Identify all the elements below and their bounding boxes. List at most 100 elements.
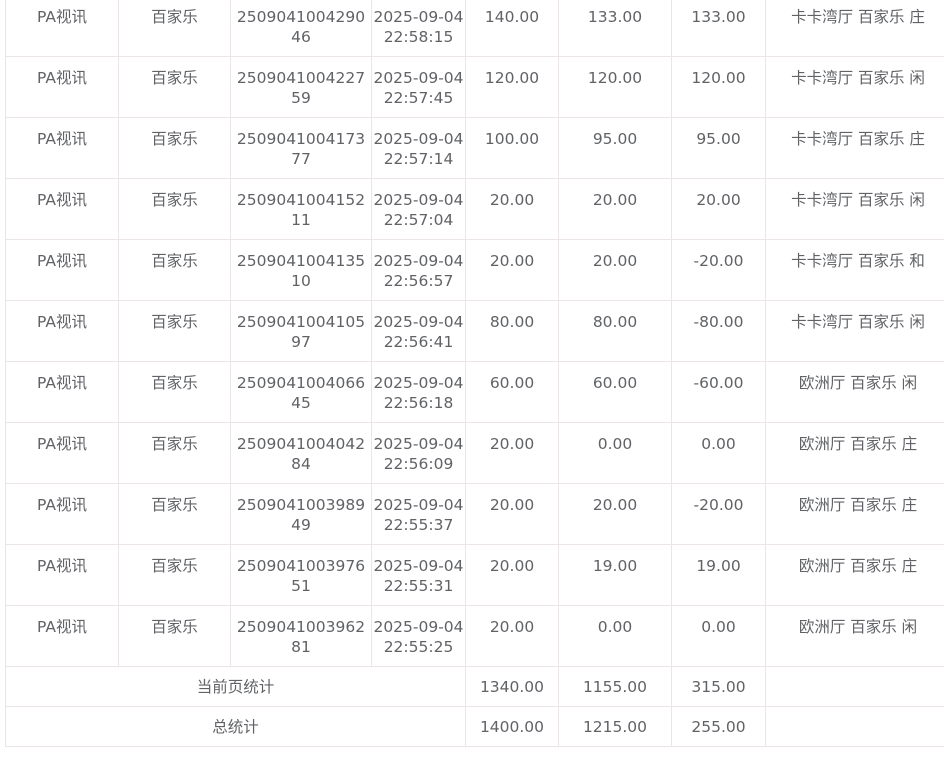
cell-win: 133.00 xyxy=(671,0,766,57)
cell-detail: 卡卡湾厅 百家乐 庄 xyxy=(765,0,944,57)
cell-platform: PA视讯 xyxy=(5,239,119,301)
cell-date: 2025-09-04 22:57:14 xyxy=(371,117,466,179)
table-row: PA视讯 百家乐 250904100417377 2025-09-04 22:57:14… xyxy=(5,117,944,179)
cell-time-value: 22:55:31 xyxy=(383,577,454,595)
cell-valid: 19.00 xyxy=(558,544,672,606)
cell-platform: PA视讯 xyxy=(5,483,119,545)
cell-platform: PA视讯 xyxy=(5,605,119,667)
cell-valid: 20.00 xyxy=(558,178,672,240)
cell-time-value: 22:56:57 xyxy=(383,272,454,290)
cell-time-value: 22:56:09 xyxy=(383,455,454,473)
cell-game: 百家乐 xyxy=(118,544,231,606)
cell-bet: 20.00 xyxy=(465,483,559,545)
table-row: PA视讯 百家乐 250904100422759 2025-09-04 22:57:45… xyxy=(5,56,944,118)
cell-win: -20.00 xyxy=(671,483,766,545)
cell-game: 百家乐 xyxy=(118,605,231,667)
table-row: PA视讯 百家乐 250904100398949 2025-09-04 22:55:37… xyxy=(5,483,944,545)
cell-game: 百家乐 xyxy=(118,239,231,301)
cell-detail: 欧洲厅 百家乐 庄 xyxy=(765,544,944,606)
cell-order: 250904100406645 xyxy=(230,361,372,423)
cell-bet: 20.00 xyxy=(465,605,559,667)
cell-date: 2025-09-04 22:56:09 xyxy=(371,422,466,484)
total-summary-row: 总统计 1400.00 1215.00 255.00 xyxy=(5,706,944,747)
cell-game: 百家乐 xyxy=(118,56,231,118)
cell-valid: 20.00 xyxy=(558,483,672,545)
cell-date: 2025-09-04 22:56:57 xyxy=(371,239,466,301)
table-row: PA视讯 百家乐 250904100397651 2025-09-04 22:55:31… xyxy=(5,544,944,606)
cell-date-value: 2025-09-04 xyxy=(373,69,464,87)
cell-time-value: 22:55:25 xyxy=(383,638,454,656)
cell-date-value: 2025-09-04 xyxy=(373,618,464,636)
cell-date-value: 2025-09-04 xyxy=(373,130,464,148)
cell-date: 2025-09-04 22:55:25 xyxy=(371,605,466,667)
cell-date: 2025-09-04 22:57:45 xyxy=(371,56,466,118)
cell-order: 250904100415211 xyxy=(230,178,372,240)
table-row: PA视讯 百家乐 250904100415211 2025-09-04 22:57:04… xyxy=(5,178,944,240)
cell-date: 2025-09-04 22:55:37 xyxy=(371,483,466,545)
table-row: PA视讯 百家乐 250904100404284 2025-09-04 22:56:09… xyxy=(5,422,944,484)
cell-win: -60.00 xyxy=(671,361,766,423)
cell-detail: 卡卡湾厅 百家乐 闲 xyxy=(765,56,944,118)
cell-bet: 20.00 xyxy=(465,544,559,606)
cell-date-value: 2025-09-04 xyxy=(373,191,464,209)
cell-win: 20.00 xyxy=(671,178,766,240)
cell-valid: 60.00 xyxy=(558,361,672,423)
cell-platform: PA视讯 xyxy=(5,300,119,362)
cell-game: 百家乐 xyxy=(118,0,231,57)
cell-platform: PA视讯 xyxy=(5,422,119,484)
cell-game: 百家乐 xyxy=(118,117,231,179)
cell-time-value: 22:57:04 xyxy=(383,211,454,229)
cell-date-value: 2025-09-04 xyxy=(373,374,464,392)
table-row: PA视讯 百家乐 250904100429046 2025-09-04 22:58:15… xyxy=(5,0,944,57)
cell-platform: PA视讯 xyxy=(5,56,119,118)
cell-bet: 20.00 xyxy=(465,239,559,301)
cell-order: 250904100396281 xyxy=(230,605,372,667)
cell-game: 百家乐 xyxy=(118,300,231,362)
cell-game: 百家乐 xyxy=(118,178,231,240)
cell-time-value: 22:58:15 xyxy=(383,28,454,46)
page-summary-label: 当前页统计 xyxy=(5,666,466,707)
cell-valid: 80.00 xyxy=(558,300,672,362)
cell-order: 250904100398949 xyxy=(230,483,372,545)
cell-detail: 卡卡湾厅 百家乐 闲 xyxy=(765,300,944,362)
cell-valid: 95.00 xyxy=(558,117,672,179)
cell-platform: PA视讯 xyxy=(5,117,119,179)
cell-valid: 0.00 xyxy=(558,422,672,484)
cell-win: 95.00 xyxy=(671,117,766,179)
cell-game: 百家乐 xyxy=(118,483,231,545)
cell-win: 120.00 xyxy=(671,56,766,118)
cell-date: 2025-09-04 22:57:04 xyxy=(371,178,466,240)
cell-valid: 20.00 xyxy=(558,239,672,301)
cell-valid: 133.00 xyxy=(558,0,672,57)
cell-platform: PA视讯 xyxy=(5,544,119,606)
cell-win: 0.00 xyxy=(671,605,766,667)
bet-records-table: PA视讯 百家乐 250904100429046 2025-09-04 22:58:15… xyxy=(5,0,944,747)
page-summary-bet: 1340.00 xyxy=(465,666,559,707)
cell-date-value: 2025-09-04 xyxy=(373,435,464,453)
cell-date: 2025-09-04 22:56:18 xyxy=(371,361,466,423)
page-summary-win: 315.00 xyxy=(671,666,766,707)
cell-win: -80.00 xyxy=(671,300,766,362)
cell-platform: PA视讯 xyxy=(5,0,119,57)
cell-order: 250904100404284 xyxy=(230,422,372,484)
cell-order: 250904100422759 xyxy=(230,56,372,118)
cell-date: 2025-09-04 22:58:15 xyxy=(371,0,466,57)
cell-order: 250904100410597 xyxy=(230,300,372,362)
cell-valid: 120.00 xyxy=(558,56,672,118)
cell-win: 0.00 xyxy=(671,422,766,484)
cell-date-value: 2025-09-04 xyxy=(373,313,464,331)
cell-bet: 120.00 xyxy=(465,56,559,118)
cell-time-value: 22:56:18 xyxy=(383,394,454,412)
total-summary-label: 总统计 xyxy=(5,706,466,747)
cell-win: 19.00 xyxy=(671,544,766,606)
cell-bet: 20.00 xyxy=(465,178,559,240)
cell-bet: 60.00 xyxy=(465,361,559,423)
cell-game: 百家乐 xyxy=(118,361,231,423)
page-summary-row: 当前页统计 1340.00 1155.00 315.00 xyxy=(5,666,944,707)
cell-detail: 卡卡湾厅 百家乐 和 xyxy=(765,239,944,301)
page-summary-valid: 1155.00 xyxy=(558,666,672,707)
cell-detail: 欧洲厅 百家乐 庄 xyxy=(765,483,944,545)
cell-time-value: 22:56:41 xyxy=(383,333,454,351)
cell-order: 250904100429046 xyxy=(230,0,372,57)
cell-valid: 0.00 xyxy=(558,605,672,667)
